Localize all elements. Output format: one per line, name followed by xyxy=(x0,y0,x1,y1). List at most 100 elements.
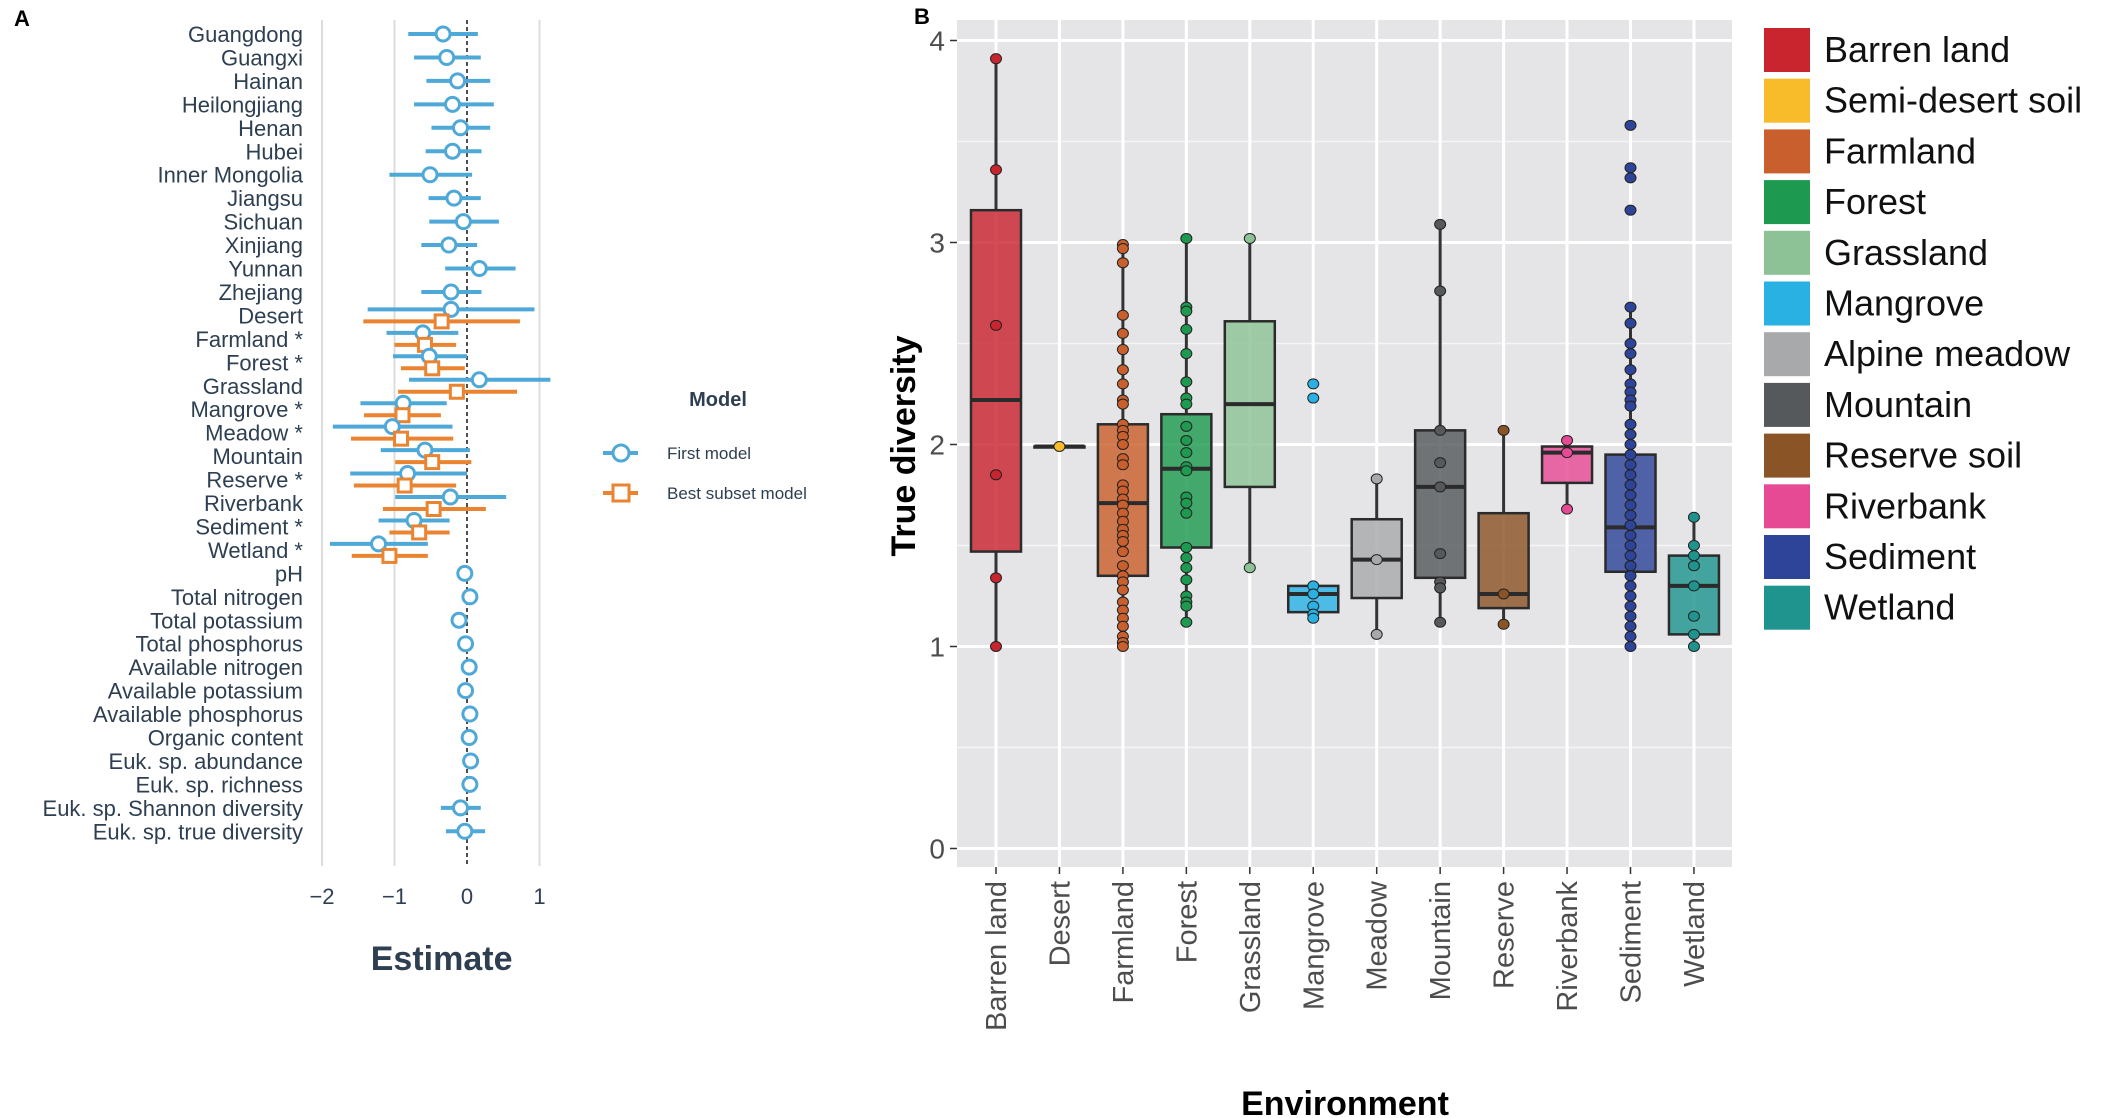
first-model-point xyxy=(457,682,475,700)
legend-swatch xyxy=(1764,585,1810,630)
data-point xyxy=(1624,550,1637,562)
data-point xyxy=(1116,243,1129,255)
best-subset-point xyxy=(394,407,411,424)
data-point xyxy=(1180,376,1193,388)
data-point xyxy=(1180,434,1193,446)
data-point xyxy=(1180,465,1193,477)
y-axis-title: True diversity xyxy=(885,335,923,556)
x-axis-title: Environment xyxy=(1241,1085,1449,1118)
data-point xyxy=(1116,398,1129,410)
legend-label: Forest xyxy=(1824,181,1926,222)
data-point xyxy=(1624,348,1637,360)
first-model-point xyxy=(438,48,456,66)
data-point xyxy=(1624,529,1637,541)
data-point xyxy=(1180,616,1193,628)
row-label: Sichuan xyxy=(223,210,303,235)
data-point xyxy=(1624,600,1637,612)
data-point xyxy=(1497,588,1510,600)
legend-swatch xyxy=(1764,129,1810,174)
row-label: Total nitrogen xyxy=(171,585,303,610)
data-point xyxy=(1624,620,1637,632)
data-point xyxy=(1053,441,1066,453)
data-point xyxy=(1180,542,1193,554)
data-point xyxy=(1434,218,1447,230)
legend-first-model-icon xyxy=(611,443,631,463)
first-model-point xyxy=(441,488,459,506)
data-point xyxy=(1624,519,1637,531)
first-model-point xyxy=(434,25,452,43)
row-label: Reserve * xyxy=(206,468,303,493)
data-point xyxy=(1624,418,1637,430)
data-point xyxy=(1624,489,1637,501)
data-point xyxy=(1180,552,1193,564)
row-label: Meadow * xyxy=(205,421,303,446)
row-label: Yunnan xyxy=(228,257,303,282)
row-label: Total phosphorus xyxy=(135,632,303,657)
data-point xyxy=(1687,550,1700,562)
data-point xyxy=(1624,630,1637,642)
data-point xyxy=(1497,618,1510,630)
data-point xyxy=(1116,641,1129,652)
first-model-point xyxy=(421,166,439,184)
legend-best-subset-label: Best subset model xyxy=(667,484,807,503)
first-model-point xyxy=(461,775,479,793)
data-point xyxy=(1116,344,1129,356)
data-point xyxy=(1434,285,1447,297)
data-point xyxy=(1243,232,1256,244)
box-group-meadow xyxy=(1350,473,1403,640)
data-point xyxy=(1624,499,1637,511)
panel-label: B xyxy=(914,4,930,29)
legend-swatch xyxy=(1764,382,1810,427)
row-label: Wetland * xyxy=(208,538,303,563)
x-tick-label: Grassland xyxy=(1235,881,1267,1013)
box-group-forest xyxy=(1160,232,1213,628)
legend-swatch xyxy=(1764,281,1810,326)
x-tick-label: Mountain xyxy=(1425,881,1457,1000)
data-point xyxy=(1624,338,1637,349)
x-axis-title: Estimate xyxy=(371,940,513,978)
legend-label: Sediment xyxy=(1824,536,1976,577)
data-point xyxy=(1307,588,1320,600)
row-label: Grassland xyxy=(203,374,303,399)
box-group-barren-land xyxy=(969,53,1023,652)
row-label: pH xyxy=(275,561,303,586)
data-point xyxy=(1624,509,1637,521)
first-model-point xyxy=(449,72,467,90)
box-group-desert xyxy=(1033,441,1086,453)
box xyxy=(969,208,1023,553)
first-model-point xyxy=(442,300,460,318)
data-point xyxy=(1116,257,1129,269)
data-point xyxy=(1180,420,1193,432)
first-model-point xyxy=(383,418,401,436)
y-tick-label: 4 xyxy=(929,26,945,57)
data-point xyxy=(1687,511,1700,523)
data-point xyxy=(1624,162,1637,174)
best-subset-point xyxy=(381,547,398,564)
data-point xyxy=(1434,582,1447,594)
row-label: Forest * xyxy=(226,350,303,375)
data-point xyxy=(1434,548,1447,560)
data-point xyxy=(990,469,1002,481)
legend-best-subset-icon xyxy=(611,483,631,503)
data-point xyxy=(1434,481,1447,493)
x-tick-label: 1 xyxy=(533,884,545,909)
legend-swatch xyxy=(1764,28,1810,72)
data-point xyxy=(1116,546,1129,558)
data-point xyxy=(1687,540,1700,551)
legend-swatch xyxy=(1764,433,1810,478)
box-group-reserve xyxy=(1477,424,1530,630)
best-subset-point xyxy=(425,501,442,517)
row-label: Mountain xyxy=(212,444,303,469)
data-point xyxy=(1243,562,1256,574)
data-point xyxy=(1561,434,1574,446)
data-point xyxy=(1624,469,1637,481)
x-tick-label: Mangrove xyxy=(1298,881,1330,1010)
row-label: Inner Mongolia xyxy=(157,163,303,188)
legend-label: Alpine meadow xyxy=(1824,333,2071,374)
box-group-farmland xyxy=(1096,239,1150,652)
first-model-point xyxy=(461,588,479,606)
x-tick-label: Desert xyxy=(1044,881,1076,966)
first-model-point xyxy=(461,705,479,723)
row-label: Hainan xyxy=(233,69,303,94)
